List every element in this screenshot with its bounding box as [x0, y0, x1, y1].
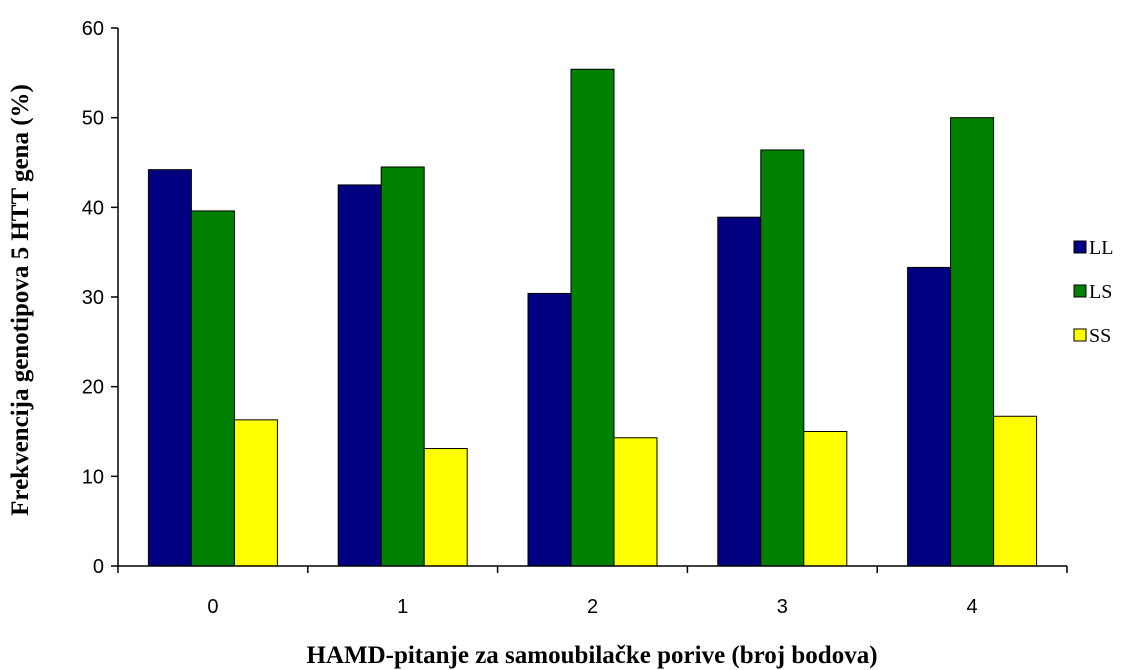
x-tick-label: 0	[207, 596, 218, 618]
x-tick-label: 3	[777, 596, 788, 618]
bar-LL-4	[907, 266, 952, 567]
bar-LS-0	[190, 210, 235, 567]
legend-swatch-LL	[1073, 240, 1087, 254]
y-tick-label: 30	[82, 287, 104, 309]
legend-swatch-SS	[1073, 328, 1087, 342]
x-tick-label: 2	[587, 596, 598, 618]
bar-LL-1	[337, 184, 382, 567]
legend-swatch-LS	[1073, 284, 1087, 298]
y-tick-label: 10	[82, 466, 104, 488]
y-tick-label: 0	[93, 556, 104, 578]
bar-LS-4	[950, 117, 995, 567]
axes-group	[111, 27, 1068, 573]
legend-label-SS: SS	[1089, 325, 1111, 347]
y-tick-label: 40	[82, 197, 104, 219]
y-tick-label: 20	[82, 377, 104, 399]
y-tick-label: 50	[82, 108, 104, 130]
bar-LL-0	[147, 169, 192, 567]
bar-LS-1	[380, 166, 425, 567]
bar-LL-2	[527, 292, 572, 567]
y-tick-label: 60	[82, 18, 104, 40]
bar-SS-1	[423, 448, 468, 567]
x-tick-label: 4	[967, 596, 978, 618]
legend-label-LL: LL	[1089, 237, 1113, 259]
bar-LS-2	[570, 68, 615, 567]
bar-SS-0	[233, 419, 278, 567]
x-axis-title: HAMD-pitanje za samoubilačke porive (bro…	[306, 642, 877, 669]
bar-LL-3	[717, 216, 762, 567]
bar-SS-3	[803, 431, 848, 567]
bars-group	[147, 68, 1038, 567]
legend: LL LS SS	[1073, 237, 1113, 347]
bar-SS-2	[613, 437, 658, 567]
bar-SS-4	[993, 415, 1038, 567]
x-tick-label: 1	[397, 596, 408, 618]
bar-LS-3	[760, 149, 805, 567]
legend-label-LS: LS	[1089, 281, 1112, 303]
y-axis-title: Frekvencija genotipova 5 HTT gena (%)	[7, 84, 34, 516]
